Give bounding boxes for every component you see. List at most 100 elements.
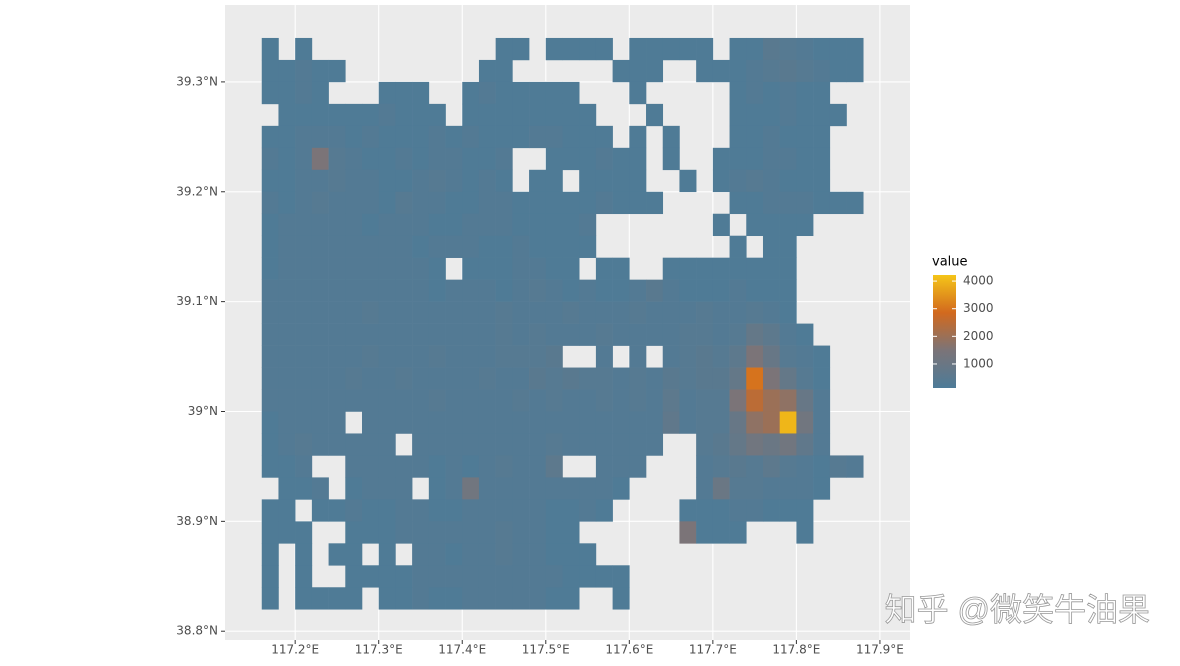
cell <box>445 477 463 500</box>
cell <box>679 37 697 61</box>
cell <box>796 323 814 346</box>
cell <box>813 455 831 478</box>
cell <box>545 147 563 171</box>
cell <box>261 147 279 171</box>
cell <box>562 257 580 280</box>
cell <box>412 499 430 522</box>
cell <box>696 411 714 434</box>
cell <box>445 279 463 302</box>
cell <box>529 455 547 478</box>
cell <box>328 235 346 258</box>
cell <box>696 323 714 346</box>
cell <box>612 191 630 215</box>
cell <box>545 103 563 127</box>
cell <box>529 521 547 544</box>
cell <box>629 345 647 368</box>
cell <box>412 323 430 346</box>
cell <box>545 543 563 566</box>
cell <box>562 499 580 522</box>
cell <box>813 367 831 390</box>
cell <box>545 367 563 390</box>
cell <box>462 191 480 215</box>
cell <box>311 411 329 434</box>
y-tick-label: 39°N <box>188 404 218 418</box>
cell <box>512 345 530 368</box>
cell <box>712 455 730 478</box>
cell <box>478 543 496 566</box>
cell <box>362 213 380 237</box>
cell <box>779 455 797 478</box>
cell <box>779 81 797 105</box>
cell <box>729 235 747 258</box>
cell <box>261 587 279 610</box>
cell <box>612 279 630 302</box>
cell <box>562 565 580 588</box>
cell <box>796 499 814 522</box>
cell <box>562 389 580 412</box>
cell <box>512 257 530 280</box>
cell <box>662 37 680 61</box>
cell <box>595 191 613 215</box>
cell <box>345 367 363 390</box>
cell <box>729 455 747 478</box>
cell <box>345 587 363 610</box>
cell <box>412 433 430 456</box>
cell <box>595 477 613 500</box>
cell <box>445 565 463 588</box>
cell <box>529 565 547 588</box>
cell <box>478 411 496 434</box>
cell <box>462 565 480 588</box>
cell <box>495 411 513 434</box>
cell <box>545 433 563 456</box>
cell <box>796 367 814 390</box>
cell <box>545 81 563 105</box>
cell <box>261 499 279 522</box>
cell <box>261 279 279 302</box>
cell <box>612 565 630 588</box>
cell <box>295 411 313 434</box>
cell <box>395 257 413 280</box>
cell <box>395 279 413 302</box>
cell <box>395 389 413 412</box>
cell <box>512 81 530 105</box>
cell <box>412 587 430 610</box>
cell <box>545 323 563 346</box>
cell <box>746 169 764 193</box>
cell <box>445 301 463 324</box>
cell <box>696 257 714 280</box>
cell <box>328 147 346 171</box>
cell <box>261 323 279 346</box>
cell <box>495 147 513 171</box>
cell <box>746 389 764 412</box>
cell <box>796 191 814 215</box>
cell <box>478 235 496 258</box>
cell <box>345 345 363 368</box>
cell <box>495 521 513 544</box>
cell <box>311 257 329 280</box>
cell <box>412 411 430 434</box>
cell <box>278 125 296 149</box>
cell <box>512 191 530 215</box>
cell <box>278 367 296 390</box>
cell <box>378 477 396 500</box>
cell <box>679 345 697 368</box>
cell <box>696 345 714 368</box>
cell <box>662 389 680 412</box>
cell <box>345 433 363 456</box>
cell <box>412 455 430 478</box>
cell <box>595 433 613 456</box>
cell <box>345 169 363 193</box>
cell <box>762 433 780 456</box>
cell <box>545 587 563 610</box>
cell <box>696 499 714 522</box>
cell <box>846 59 864 83</box>
cell <box>278 301 296 324</box>
cell <box>746 147 764 171</box>
cell <box>445 235 463 258</box>
cell <box>779 499 797 522</box>
cell <box>512 543 530 566</box>
cell <box>595 147 613 171</box>
cell <box>412 389 430 412</box>
cell <box>579 389 597 412</box>
cell <box>495 169 513 193</box>
